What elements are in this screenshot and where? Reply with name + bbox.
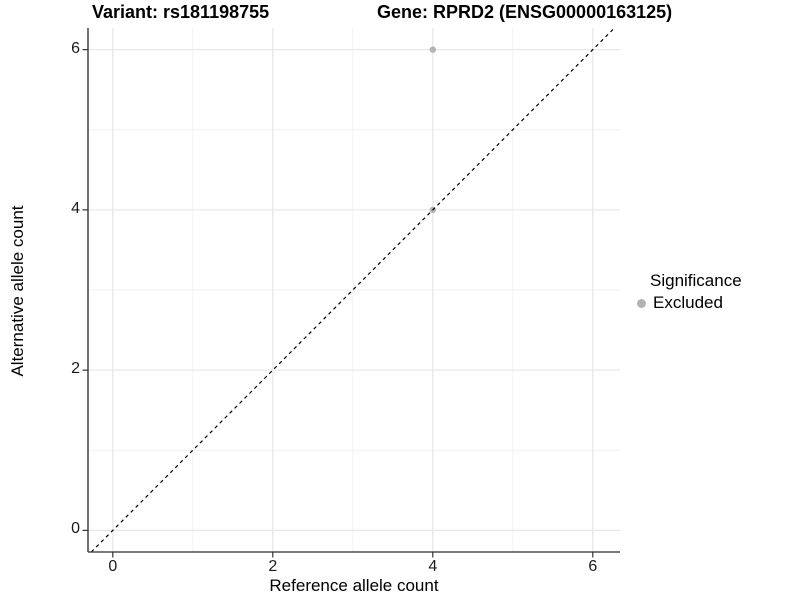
variant-title: Variant: rs181198755 [92,2,270,22]
x-tick-label: 0 [108,558,118,575]
x-tick-label: 2 [268,558,278,575]
gene-title: Gene: RPRD2 (ENSG00000163125) [377,2,673,22]
excluded-point-icon [636,298,646,308]
y-tick-label: 4 [71,199,80,217]
legend-item-excluded: Excluded [632,293,797,313]
y-tick-label: 0 [71,520,80,538]
legend-item-label: Excluded [653,293,723,312]
y-tick-label: 6 [71,39,80,57]
y-axis-title: Alternative allele count [8,205,27,377]
identity-line [90,27,615,553]
x-tick-label: 6 [588,558,598,575]
legend: Significance Excluded [632,271,797,313]
y-tick-label: 2 [71,360,80,378]
legend-key [632,294,650,312]
data-point [429,46,436,53]
x-tick-label: 4 [428,558,438,575]
x-axis-title: Reference allele count [269,576,439,595]
legend-title: Significance [650,271,742,290]
